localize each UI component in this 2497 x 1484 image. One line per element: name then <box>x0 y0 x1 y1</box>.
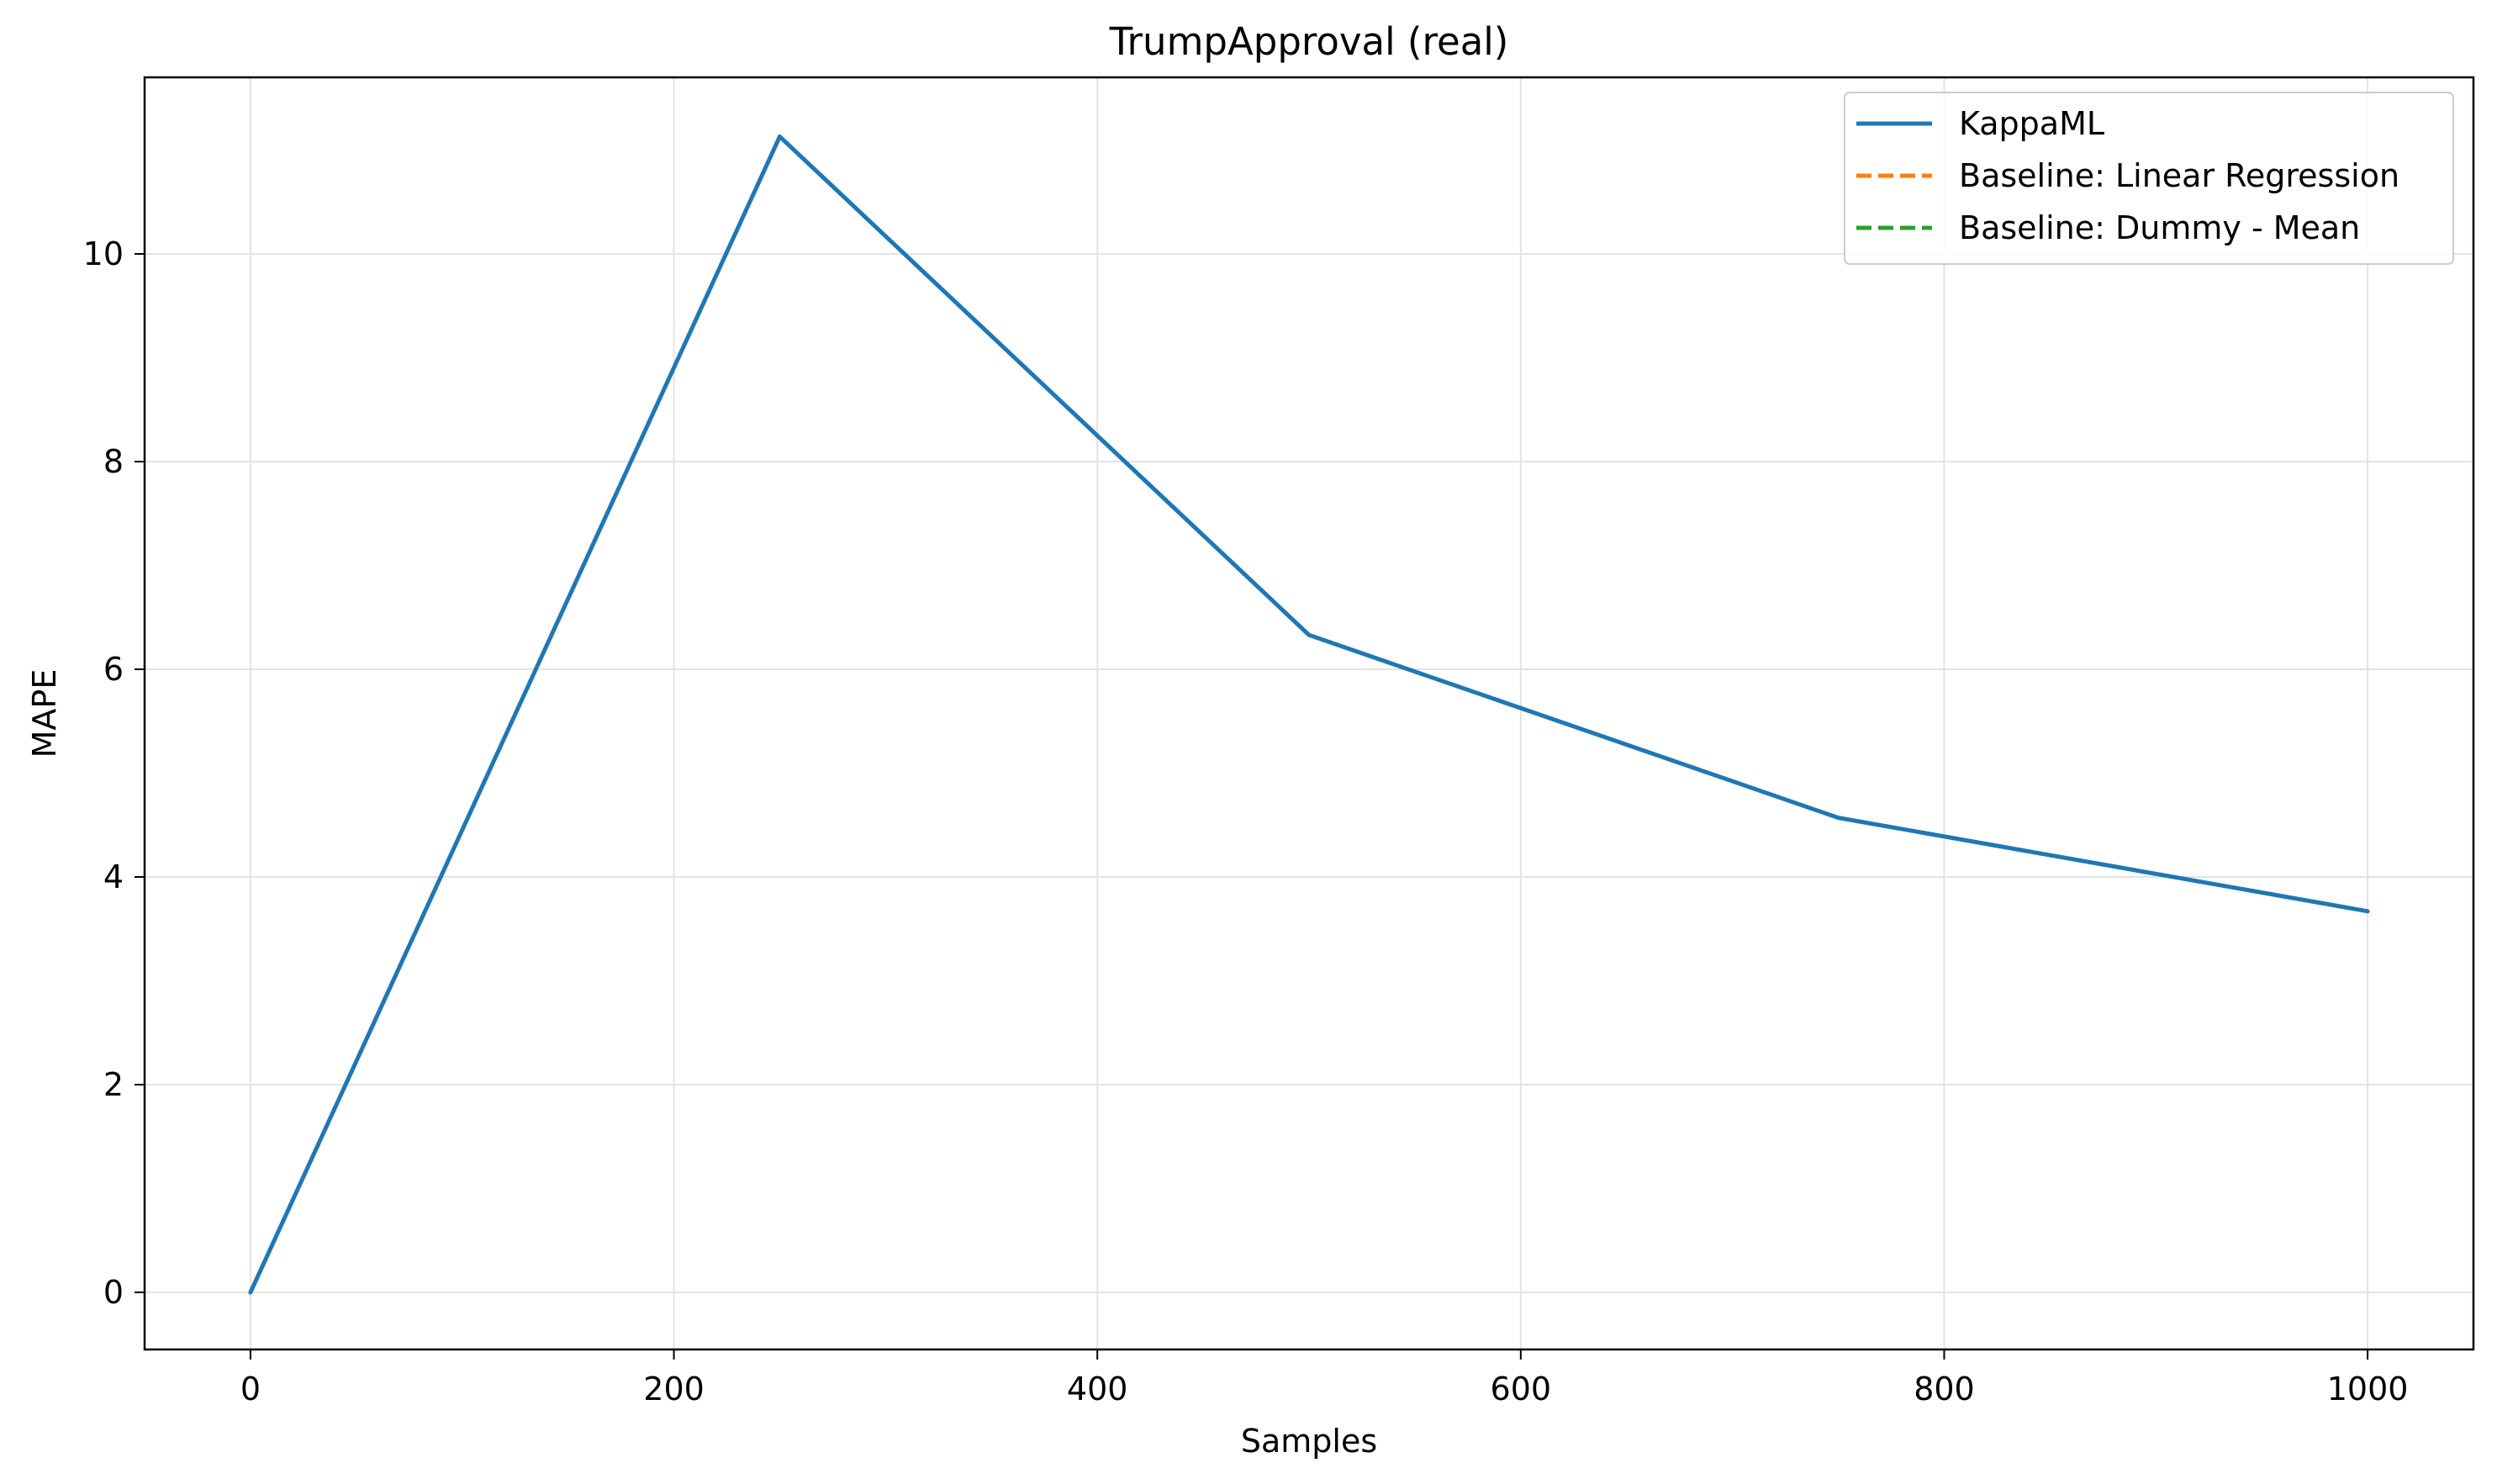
y-tick-label: 2 <box>103 1066 124 1103</box>
x-tick-label: 400 <box>1067 1370 1128 1407</box>
x-tick-label: 200 <box>643 1370 705 1407</box>
y-tick-label: 6 <box>103 651 124 688</box>
y-tick-label: 10 <box>83 235 124 272</box>
grid <box>145 77 2473 1349</box>
legend-label-0: KappaML <box>1959 105 2104 142</box>
y-tick-label: 4 <box>103 858 124 895</box>
y-tick-label: 8 <box>103 443 124 480</box>
legend-label-2: Baseline: Dummy - Mean <box>1959 209 2360 246</box>
x-tick-label: 600 <box>1491 1370 1552 1407</box>
series-layer <box>248 134 2370 1295</box>
x-axis-title: Samples <box>1241 1423 1377 1460</box>
plot-frame <box>143 76 2475 1351</box>
legend-label-1: Baseline: Linear Regression <box>1959 157 2399 194</box>
x-tick-label: 800 <box>1914 1370 1975 1407</box>
ticks: 0 200 400 600 800 1000 0 2 4 6 8 10 <box>83 235 2409 1407</box>
x-tick-label: 0 <box>240 1370 261 1407</box>
legend-box <box>1844 92 2454 265</box>
chart-title: TrumpApproval (real) <box>1109 19 1509 64</box>
series-line-0 <box>248 134 2370 1295</box>
y-axis-title: MAPE <box>26 669 63 758</box>
x-tick-label: 1000 <box>2327 1370 2409 1407</box>
y-tick-label: 0 <box>103 1274 124 1311</box>
legend: KappaML Baseline: Linear Regression Baseli… <box>1844 92 2454 265</box>
